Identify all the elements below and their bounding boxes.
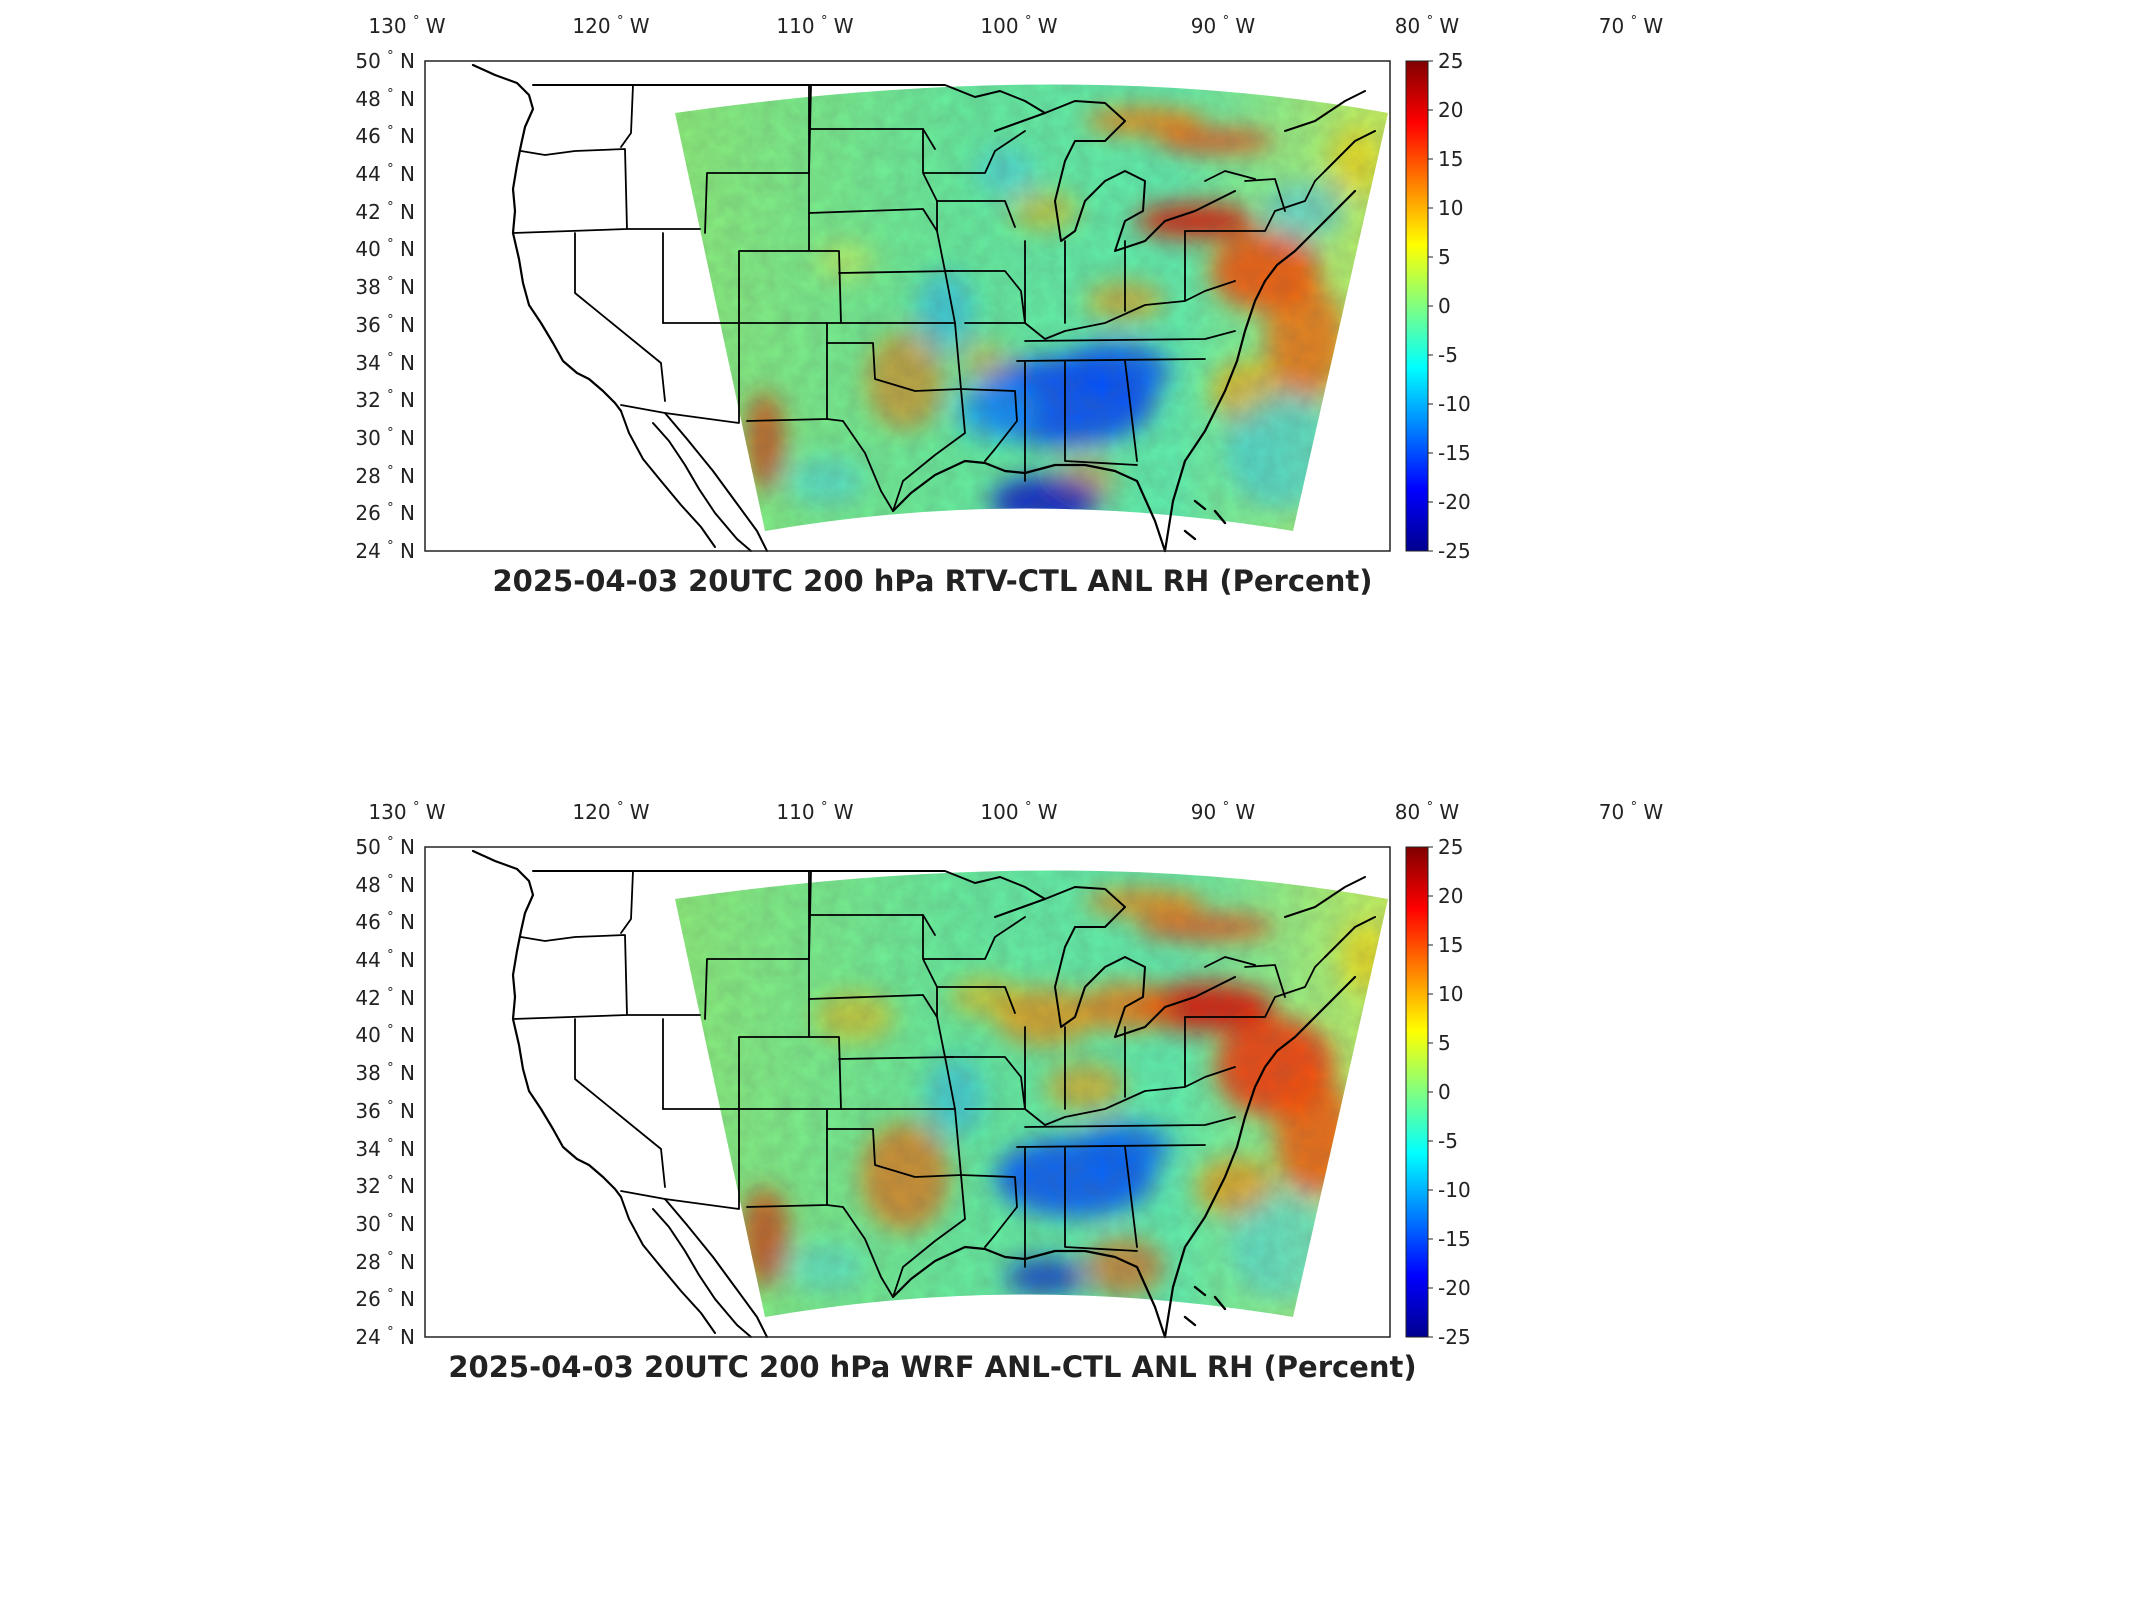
colorbar-tick-label: 5 (1438, 1031, 1451, 1055)
lat-tick-label: 44 ° N (355, 948, 415, 972)
lon-tick-label: 80 ° W (1395, 800, 1460, 824)
lat-tick-label: 36 ° N (355, 313, 415, 337)
lon-tick-label: 130 ° W (368, 800, 445, 824)
colorbar-tick-label: 25 (1438, 49, 1463, 73)
colorbar-tick-label: 5 (1438, 245, 1451, 269)
colorbar-tick-label: -10 (1438, 1178, 1471, 1202)
lat-tick-label: 40 ° N (355, 1023, 415, 1047)
lon-tick-label: 70 ° W (1599, 800, 1664, 824)
lat-tick-label: 24 ° N (355, 539, 415, 563)
map-frame (424, 846, 1391, 1338)
map-frame (424, 60, 1391, 552)
lat-tick-label: 42 ° N (355, 200, 415, 224)
colorbar-tick-label: -20 (1438, 490, 1471, 514)
colorbar-tick-label: -10 (1438, 392, 1471, 416)
lat-tick-label: 50 ° N (355, 49, 415, 73)
colorbar-tick-label: 25 (1438, 835, 1463, 859)
colorbar-tick-label: -25 (1438, 1325, 1471, 1349)
lat-tick-label: 40 ° N (355, 237, 415, 261)
colorbar-tick-label: 0 (1438, 1080, 1451, 1104)
map-panel-2: 130 ° W 120 ° W 110 ° W 100 ° W 90 ° W 80 ° W… (355, 800, 1663, 1384)
lon-tick-label: 70 ° W (1599, 14, 1664, 38)
lat-tick-label: 46 ° N (355, 910, 415, 934)
lon-tick-label: 130 ° W (368, 14, 445, 38)
lon-tick-label: 100 ° W (980, 800, 1057, 824)
lat-tick-label: 48 ° N (355, 873, 415, 897)
panel-title: 2025-04-03 20UTC 200 hPa WRF ANL-CTL ANL… (448, 1350, 1416, 1384)
colorbar-tick-label: 10 (1438, 982, 1463, 1006)
colorbar-tick-label: 20 (1438, 98, 1463, 122)
lat-tick-label: 28 ° N (355, 1250, 415, 1274)
panel-title: 2025-04-03 20UTC 200 hPa RTV-CTL ANL RH … (493, 564, 1373, 598)
colorbar-tick-label: 15 (1438, 933, 1463, 957)
lat-tick-label: 32 ° N (355, 388, 415, 412)
lon-tick-label: 90 ° W (1191, 14, 1256, 38)
lat-tick-label: 24 ° N (355, 1325, 415, 1349)
lon-tick-label: 120 ° W (572, 800, 649, 824)
lat-tick-label: 26 ° N (355, 501, 415, 525)
lat-tick-label: 48 ° N (355, 87, 415, 111)
colorbar-tick-label: -5 (1438, 1129, 1458, 1153)
lat-tick-label: 50 ° N (355, 835, 415, 859)
lat-tick-label: 38 ° N (355, 1061, 415, 1085)
colorbar-tick-label: 15 (1438, 147, 1463, 171)
lon-tick-label: 110 ° W (776, 14, 853, 38)
colorbar-tick-label: -15 (1438, 1227, 1471, 1251)
lat-tick-label: 44 ° N (355, 162, 415, 186)
lat-tick-label: 26 ° N (355, 1287, 415, 1311)
lon-tick-label: 110 ° W (776, 800, 853, 824)
colorbar-tick-label: -25 (1438, 539, 1471, 563)
lon-tick-label: 100 ° W (980, 14, 1057, 38)
lat-tick-label: 42 ° N (355, 986, 415, 1010)
lon-tick-label: 80 ° W (1395, 14, 1460, 38)
lat-tick-label: 30 ° N (355, 426, 415, 450)
colorbar-tick-label: -15 (1438, 441, 1471, 465)
colorbar (1405, 846, 1429, 1338)
lat-tick-label: 34 ° N (355, 1137, 415, 1161)
lat-tick-label: 46 ° N (355, 124, 415, 148)
lat-tick-label: 36 ° N (355, 1099, 415, 1123)
lon-tick-label: 90 ° W (1191, 800, 1256, 824)
colorbar-tick-label: 20 (1438, 884, 1463, 908)
lat-tick-label: 38 ° N (355, 275, 415, 299)
colorbar-tick-label: 10 (1438, 196, 1463, 220)
lat-tick-label: 32 ° N (355, 1174, 415, 1198)
colorbar-tick-label: 0 (1438, 294, 1451, 318)
colorbar-tick-label: -5 (1438, 343, 1458, 367)
lon-tick-label: 120 ° W (572, 14, 649, 38)
lat-tick-label: 34 ° N (355, 351, 415, 375)
colorbar-tick-label: -20 (1438, 1276, 1471, 1300)
colorbar (1405, 60, 1429, 552)
lat-tick-label: 28 ° N (355, 464, 415, 488)
lat-tick-label: 30 ° N (355, 1212, 415, 1236)
map-panel-1: 130 ° W 120 ° W 110 ° W 100 ° W 90 ° W 80 ° W… (355, 14, 1663, 598)
